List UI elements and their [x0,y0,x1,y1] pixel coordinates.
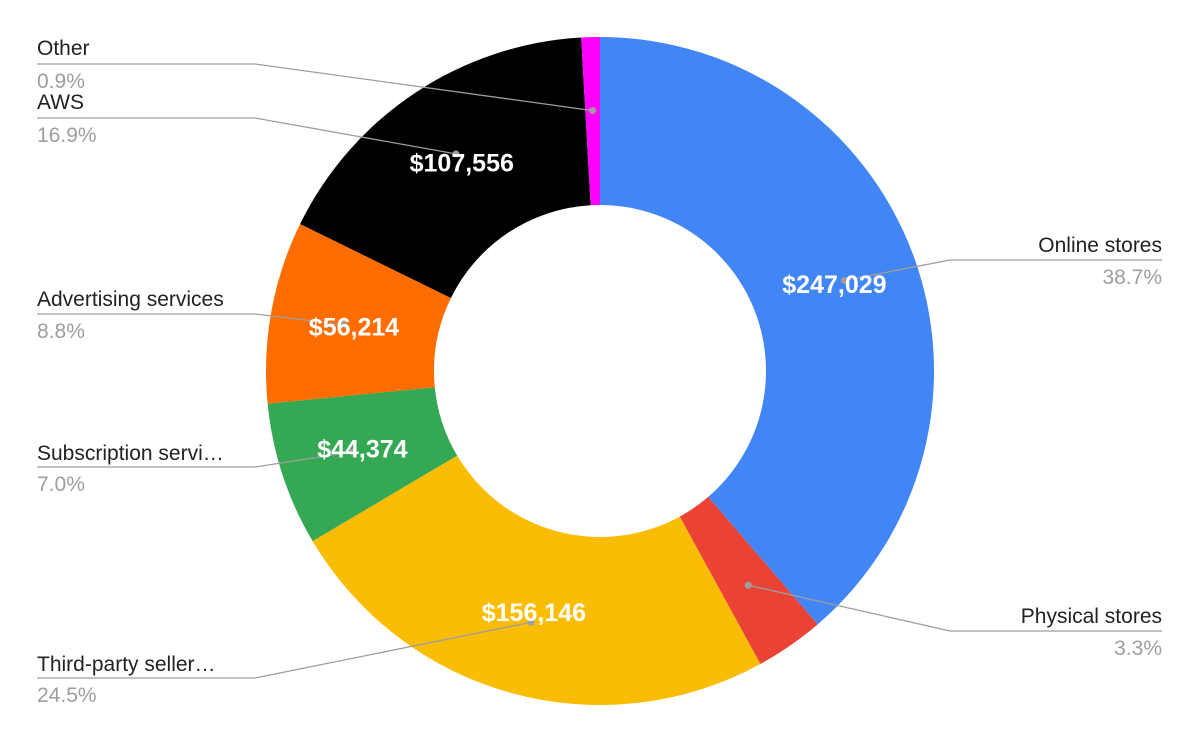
value-label-third-party-seller: $156,146 [482,599,586,627]
value-label-subscription-servi: $44,374 [317,436,407,464]
category-label-physical-stores: Physical stores [1021,605,1162,628]
percent-label-other: 0.9% [37,70,85,93]
slice-other [581,37,600,206]
leader-line-online-stores [844,259,1162,282]
category-label-other: Other [37,37,90,60]
leader-line-third-party-seller [37,621,532,679]
leader-dot-online-stores [840,276,848,284]
slice-labels: $247,029 Online stores 38.7% Physical store… [37,37,1162,707]
leader-dot-third-party-seller [527,618,535,626]
leader-line-physical-stores [748,584,1162,632]
value-label-aws: $107,556 [410,150,514,178]
percent-label-online-stores: 38.7% [1102,266,1162,289]
leader-lines [37,63,1162,679]
category-label-third-party-seller: Third-party seller… [37,653,216,676]
leader-dot-other [589,107,597,115]
leader-dot-aws [452,150,460,158]
category-label-advertising-services: Advertising services [37,288,224,311]
leader-line-advertising-services [37,313,344,326]
leader-line-other [37,63,593,112]
donut-slices [266,37,935,705]
slice-online-stores [600,37,935,625]
leader-line-aws [37,117,457,155]
value-label-online-stores: $247,029 [782,271,886,299]
leader-line-subscription-servi [37,451,353,468]
category-label-aws: AWS [37,91,84,114]
percent-label-subscription-servi: 7.0% [37,473,85,496]
category-label-subscription-servi: Subscription servi… [37,442,224,465]
leader-dot-subscription-servi [348,448,356,456]
percent-label-physical-stores: 3.3% [1114,637,1162,660]
category-label-online-stores: Online stores [1038,234,1162,257]
leader-dot-physical-stores [744,581,752,589]
leader-dot-advertising-services [340,321,348,329]
slice-aws [300,37,591,298]
value-label-advertising-services: $56,214 [309,314,399,342]
percent-label-third-party-seller: 24.5% [37,684,97,707]
slice-physical-stores [679,496,818,664]
slice-advertising-services [266,224,451,404]
slice-subscription-servi [267,387,458,542]
percent-label-aws: 16.9% [37,124,97,147]
percent-label-advertising-services: 8.8% [37,320,85,343]
slice-third-party-seller [312,455,761,705]
